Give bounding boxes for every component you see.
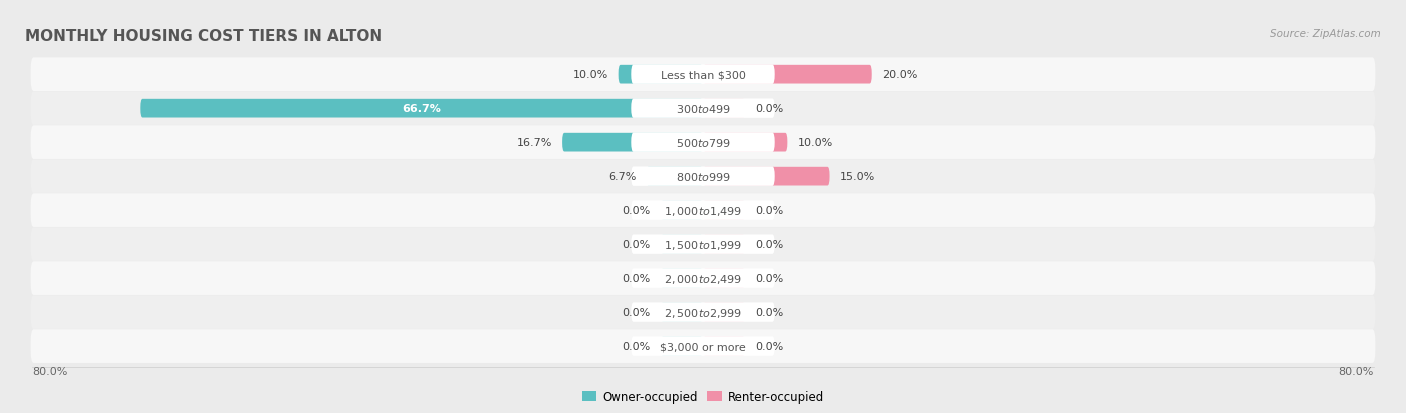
FancyBboxPatch shape [31,58,1375,92]
Text: 0.0%: 0.0% [755,206,783,216]
FancyBboxPatch shape [661,269,703,288]
FancyBboxPatch shape [31,160,1375,194]
Text: 80.0%: 80.0% [32,366,67,376]
Text: 0.0%: 0.0% [623,240,651,249]
FancyBboxPatch shape [661,337,703,356]
FancyBboxPatch shape [631,303,775,322]
Text: Source: ZipAtlas.com: Source: ZipAtlas.com [1270,29,1381,39]
Text: 20.0%: 20.0% [882,70,917,80]
FancyBboxPatch shape [31,330,1375,363]
Text: 0.0%: 0.0% [623,307,651,317]
FancyBboxPatch shape [631,235,775,254]
FancyBboxPatch shape [703,66,872,84]
Text: 0.0%: 0.0% [755,104,783,114]
Text: $3,000 or more: $3,000 or more [661,341,745,351]
FancyBboxPatch shape [631,269,775,288]
Text: 6.7%: 6.7% [607,172,637,182]
FancyBboxPatch shape [661,303,703,322]
FancyBboxPatch shape [703,303,745,322]
FancyBboxPatch shape [31,228,1375,261]
Text: $2,000 to $2,499: $2,000 to $2,499 [664,272,742,285]
FancyBboxPatch shape [631,337,775,356]
Text: $800 to $999: $800 to $999 [675,171,731,183]
Text: $1,000 to $1,499: $1,000 to $1,499 [664,204,742,217]
FancyBboxPatch shape [631,133,775,152]
FancyBboxPatch shape [562,133,703,152]
FancyBboxPatch shape [31,296,1375,329]
FancyBboxPatch shape [31,194,1375,228]
Text: 16.7%: 16.7% [516,138,553,148]
Text: $500 to $799: $500 to $799 [675,137,731,149]
Text: 10.0%: 10.0% [797,138,832,148]
FancyBboxPatch shape [631,65,775,85]
FancyBboxPatch shape [31,262,1375,295]
FancyBboxPatch shape [703,201,745,220]
Text: $300 to $499: $300 to $499 [675,103,731,115]
FancyBboxPatch shape [703,167,830,186]
FancyBboxPatch shape [31,92,1375,126]
Text: Less than $300: Less than $300 [661,70,745,80]
FancyBboxPatch shape [661,201,703,220]
Legend: Owner-occupied, Renter-occupied: Owner-occupied, Renter-occupied [578,385,828,408]
Text: 10.0%: 10.0% [574,70,609,80]
FancyBboxPatch shape [631,167,775,186]
Text: $1,500 to $1,999: $1,500 to $1,999 [664,238,742,251]
Text: 0.0%: 0.0% [755,307,783,317]
Text: 66.7%: 66.7% [402,104,441,114]
FancyBboxPatch shape [631,201,775,220]
FancyBboxPatch shape [703,235,745,254]
Text: 0.0%: 0.0% [623,273,651,283]
Text: 0.0%: 0.0% [755,273,783,283]
Text: 0.0%: 0.0% [623,341,651,351]
Text: 15.0%: 15.0% [839,172,875,182]
FancyBboxPatch shape [703,100,745,118]
FancyBboxPatch shape [141,100,703,118]
FancyBboxPatch shape [31,126,1375,159]
Text: 0.0%: 0.0% [755,341,783,351]
FancyBboxPatch shape [619,66,703,84]
Text: 80.0%: 80.0% [1339,366,1374,376]
Text: 0.0%: 0.0% [755,240,783,249]
FancyBboxPatch shape [703,337,745,356]
Text: MONTHLY HOUSING COST TIERS IN ALTON: MONTHLY HOUSING COST TIERS IN ALTON [25,29,382,44]
FancyBboxPatch shape [661,235,703,254]
Text: 0.0%: 0.0% [623,206,651,216]
FancyBboxPatch shape [631,99,775,119]
FancyBboxPatch shape [703,269,745,288]
Text: $2,500 to $2,999: $2,500 to $2,999 [664,306,742,319]
FancyBboxPatch shape [647,167,703,186]
FancyBboxPatch shape [703,133,787,152]
